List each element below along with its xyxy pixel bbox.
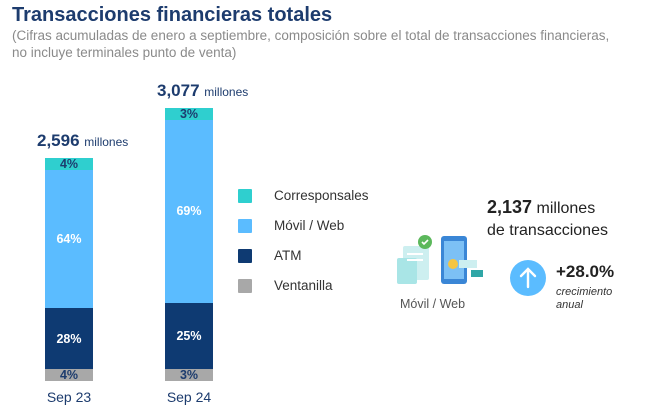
legend-label: Móvil / Web	[274, 218, 345, 233]
legend-item: Móvil / Web	[238, 218, 344, 233]
growth-label: crecimiento anual	[556, 286, 613, 311]
total-value: 3,077	[157, 81, 205, 100]
legend-item: ATM	[238, 248, 302, 263]
legend-swatch	[238, 218, 252, 233]
icon-label: Móvil / Web	[400, 297, 466, 311]
bar-segment-corresponsales: 4%	[45, 157, 93, 171]
bar-segment-ventanilla: 3%	[165, 368, 213, 382]
bar-segment-m-vil-web: 69%	[165, 120, 213, 303]
x-tick-label: Sep 24	[166, 389, 212, 405]
highlight-line2: de transacciones	[487, 222, 608, 239]
bar-segment-atm: 25%	[165, 302, 213, 369]
bar-total-label: 2,596 millones	[37, 131, 128, 151]
growth-value: +28.0%	[556, 262, 615, 281]
legend-swatch	[238, 248, 252, 263]
mobile-web-icon	[397, 235, 483, 284]
arrow-up-icon	[510, 260, 546, 296]
bar-total-label: 3,077 millones	[157, 81, 248, 101]
chart-title: Transacciones financieras totales	[12, 4, 333, 26]
highlight-unit: millones	[536, 200, 596, 217]
total-unit: millones	[84, 135, 129, 149]
legend-swatch	[238, 278, 252, 293]
bar-segment-ventanilla: 4%	[45, 368, 93, 382]
legend-swatch	[238, 188, 252, 203]
legend-label: ATM	[274, 248, 302, 263]
total-unit: millones	[204, 85, 249, 99]
legend-item: Corresponsales	[238, 188, 369, 203]
legend-label: Ventanilla	[274, 278, 333, 293]
legend-item: Ventanilla	[238, 278, 333, 293]
bar-segment-m-vil-web: 64%	[45, 170, 93, 309]
highlight-total: 2,137 millones de transacciones	[487, 196, 608, 242]
bar-segment-atm: 28%	[45, 308, 93, 369]
highlight-value: 2,137	[487, 197, 533, 217]
bar-segment-corresponsales: 3%	[165, 107, 213, 121]
legend-label: Corresponsales	[274, 188, 369, 203]
chart-subtitle: (Cifras acumuladas de enero a septiembre…	[12, 28, 610, 60]
x-tick-label: Sep 23	[46, 389, 92, 405]
total-value: 2,596	[37, 131, 85, 150]
